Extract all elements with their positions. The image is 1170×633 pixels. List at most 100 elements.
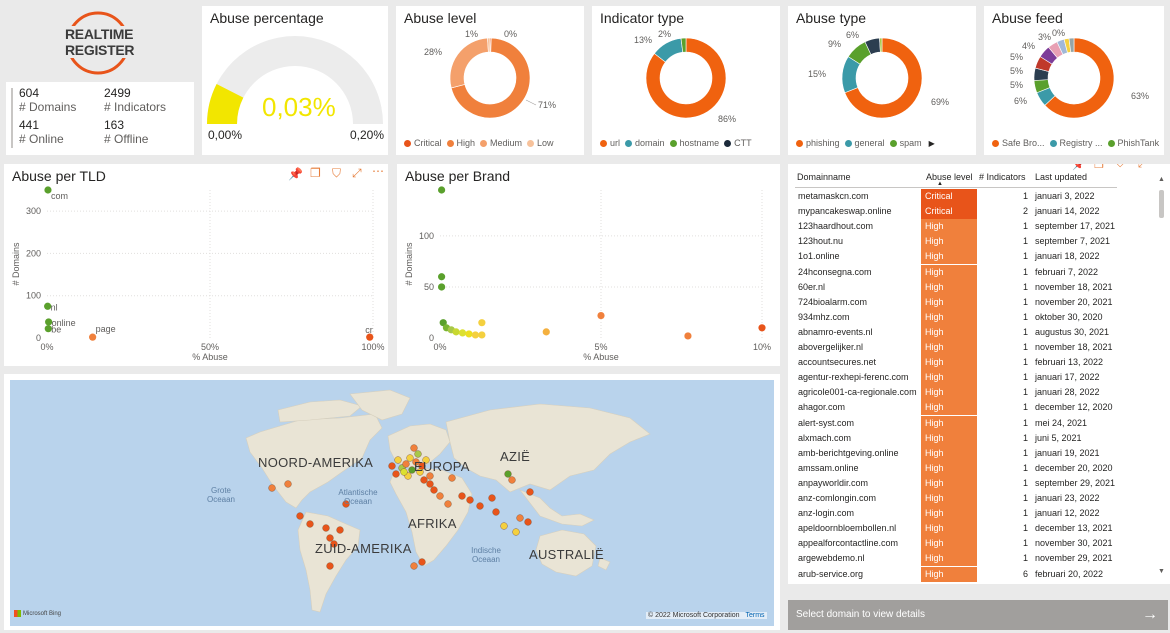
data-point[interactable] (438, 283, 446, 291)
table-row[interactable]: mypancakeswap.online Critical 2 januari 14,… (797, 204, 1159, 220)
table-row[interactable]: anpayworldir.com High 1 september 29, 2021 (797, 475, 1159, 491)
abuse-feed-card[interactable]: Abuse feed 63% 6% 5% 5% 5% 4% 3% 0% Safe Bro...… (984, 6, 1164, 155)
map-marker[interactable] (400, 468, 408, 476)
table-row[interactable]: agentur-rexhepi-ferenc.com High 1 januari 1… (797, 370, 1159, 386)
map-marker[interactable] (488, 494, 496, 502)
map-marker[interactable] (512, 528, 520, 536)
map-marker[interactable] (524, 518, 532, 526)
table-row[interactable]: appealforcontactline.com High 1 november 30… (797, 536, 1159, 552)
more-options-icon[interactable]: ⋯ (372, 164, 384, 178)
map-marker[interactable] (268, 484, 276, 492)
map-marker[interactable] (426, 480, 434, 488)
table-row[interactable]: 24hconsegna.com High 1 februari 7, 2022 (797, 264, 1159, 280)
map-marker[interactable] (402, 460, 410, 468)
data-point[interactable] (458, 329, 467, 337)
legend-item[interactable]: Critical (404, 138, 442, 148)
table-row[interactable]: anz-comlongin.com High 1 januari 23, 2022 (797, 491, 1159, 506)
data-point[interactable] (542, 328, 550, 336)
data-point[interactable] (44, 302, 52, 310)
table-row[interactable]: amb-berichtgeving.online High 1 januari 19,… (797, 445, 1159, 461)
data-point[interactable] (44, 325, 52, 333)
col-abuse-level[interactable]: Abuse level (926, 172, 973, 182)
map-marker[interactable] (410, 562, 418, 570)
map-marker[interactable] (392, 470, 400, 478)
legend-item[interactable]: general (844, 138, 885, 148)
table-row[interactable]: argewebdemo.nl High 1 november 29, 2021 (797, 551, 1159, 567)
map-marker[interactable] (504, 470, 512, 478)
donut-slice[interactable] (1044, 37, 1115, 119)
data-point[interactable] (366, 333, 374, 341)
map-marker[interactable] (476, 502, 484, 510)
map-marker[interactable] (342, 500, 350, 508)
map-marker[interactable] (444, 500, 452, 508)
copy-icon-table[interactable]: ❐ (1094, 164, 1104, 171)
map-marker[interactable] (394, 456, 402, 464)
legend-item[interactable]: spam (889, 138, 922, 148)
donut-slice[interactable] (450, 37, 531, 119)
map-marker[interactable] (412, 458, 420, 466)
table-row[interactable]: alxmach.com High 1 juni 5, 2021 (797, 430, 1159, 446)
abuse-per-tld-card[interactable]: Abuse per TLD 📌 ❐ ⛉ ⤢ ⋯ 0 100 200 300 0% 50% 1… (4, 164, 388, 366)
scroll-thumb[interactable] (1159, 190, 1164, 218)
data-point[interactable] (684, 332, 692, 340)
map-marker[interactable] (406, 454, 414, 462)
map-marker[interactable] (336, 526, 344, 534)
domain-table-card[interactable]: 📌 ❐ ⛉ ⤢ ▲ ▼ (788, 164, 1170, 584)
table-scrollbar[interactable]: ▲ ▼ (1158, 174, 1166, 578)
map-marker[interactable] (284, 480, 292, 488)
map-marker[interactable] (388, 462, 396, 470)
donut-slice[interactable] (879, 37, 883, 53)
scroll-down-icon[interactable]: ▼ (1158, 568, 1165, 575)
map-marker[interactable] (430, 486, 438, 494)
legend-item[interactable]: Registry ... (1049, 138, 1103, 148)
table-row[interactable]: arub-service.org High 6 februari 20, 2022 (797, 566, 1159, 582)
indicator-type-card[interactable]: Indicator type 86% 13% 2% url domain hostnam… (592, 6, 780, 155)
legend-item[interactable]: url (600, 138, 620, 148)
donut-slice[interactable] (487, 37, 491, 53)
data-point[interactable] (758, 324, 766, 332)
map-marker[interactable] (326, 562, 334, 570)
map-card[interactable]: NOORD-AMERIKA EUROPA AZIË AFRIKA ZUID-AM… (4, 374, 780, 630)
table-row[interactable]: abnamro-events.nl High 1 augustus 30, 2021 (797, 324, 1159, 340)
legend-item[interactable]: hostname (669, 138, 719, 148)
col-last-updated[interactable]: Last updated (1035, 172, 1088, 182)
focus-mode-icon[interactable]: ⤢ (352, 166, 362, 180)
details-button[interactable]: Select domain to view details → (788, 600, 1168, 630)
pin-icon-table[interactable]: 📌 (1072, 164, 1086, 171)
col-domainname[interactable]: Domainname (797, 172, 851, 182)
map-marker[interactable] (508, 476, 516, 484)
abuse-per-brand-card[interactable]: Abuse per Brand 0 50 100 0% 5% 10% % Abuse # Do… (397, 164, 780, 366)
map-marker[interactable] (500, 522, 508, 530)
data-point[interactable] (478, 331, 486, 339)
filter-icon-table[interactable]: ⛉ (1116, 164, 1125, 170)
map-marker[interactable] (306, 520, 314, 528)
map-marker[interactable] (426, 472, 434, 480)
data-point[interactable] (438, 186, 446, 194)
focus-icon-table[interactable]: ⤢ (1138, 164, 1147, 170)
map-marker[interactable] (408, 466, 416, 474)
table-row[interactable]: metamaskcn.com Critical 1 januari 3, 2022 (797, 189, 1159, 204)
filter-icon[interactable]: ⛉ (332, 166, 342, 180)
map-marker[interactable] (296, 512, 304, 520)
data-point[interactable] (438, 273, 446, 281)
legend-item[interactable]: PhishTank (1107, 138, 1159, 148)
table-row[interactable]: 1o1.online High 1 januari 18, 2022 (797, 249, 1159, 265)
legend-item[interactable]: domain (625, 138, 665, 148)
map-marker[interactable] (492, 508, 500, 516)
table-row[interactable]: 724bioalarm.com High 1 november 20, 2021 (797, 294, 1159, 310)
legend-item[interactable]: High (446, 138, 475, 148)
scroll-up-icon[interactable]: ▲ (1158, 176, 1165, 183)
table-row[interactable]: 934mhz.com High 1 oktober 30, 2020 (797, 309, 1159, 325)
map-marker[interactable] (466, 496, 474, 504)
data-point[interactable] (478, 319, 486, 327)
donut-slice[interactable] (449, 37, 489, 89)
data-point[interactable] (597, 311, 605, 320)
map-marker[interactable] (418, 558, 426, 566)
data-point[interactable] (45, 318, 53, 326)
table-row[interactable]: alert-syst.com High 1 mei 24, 2021 (797, 415, 1159, 431)
map-terms-link[interactable]: Terms (745, 612, 765, 619)
table-row[interactable]: 60er.nl High 1 november 18, 2021 (797, 279, 1159, 295)
donut-slice[interactable] (645, 37, 727, 119)
table-row[interactable]: agricole001-ca-regionale.com High 1 januari… (797, 385, 1159, 401)
data-point[interactable] (44, 186, 52, 194)
